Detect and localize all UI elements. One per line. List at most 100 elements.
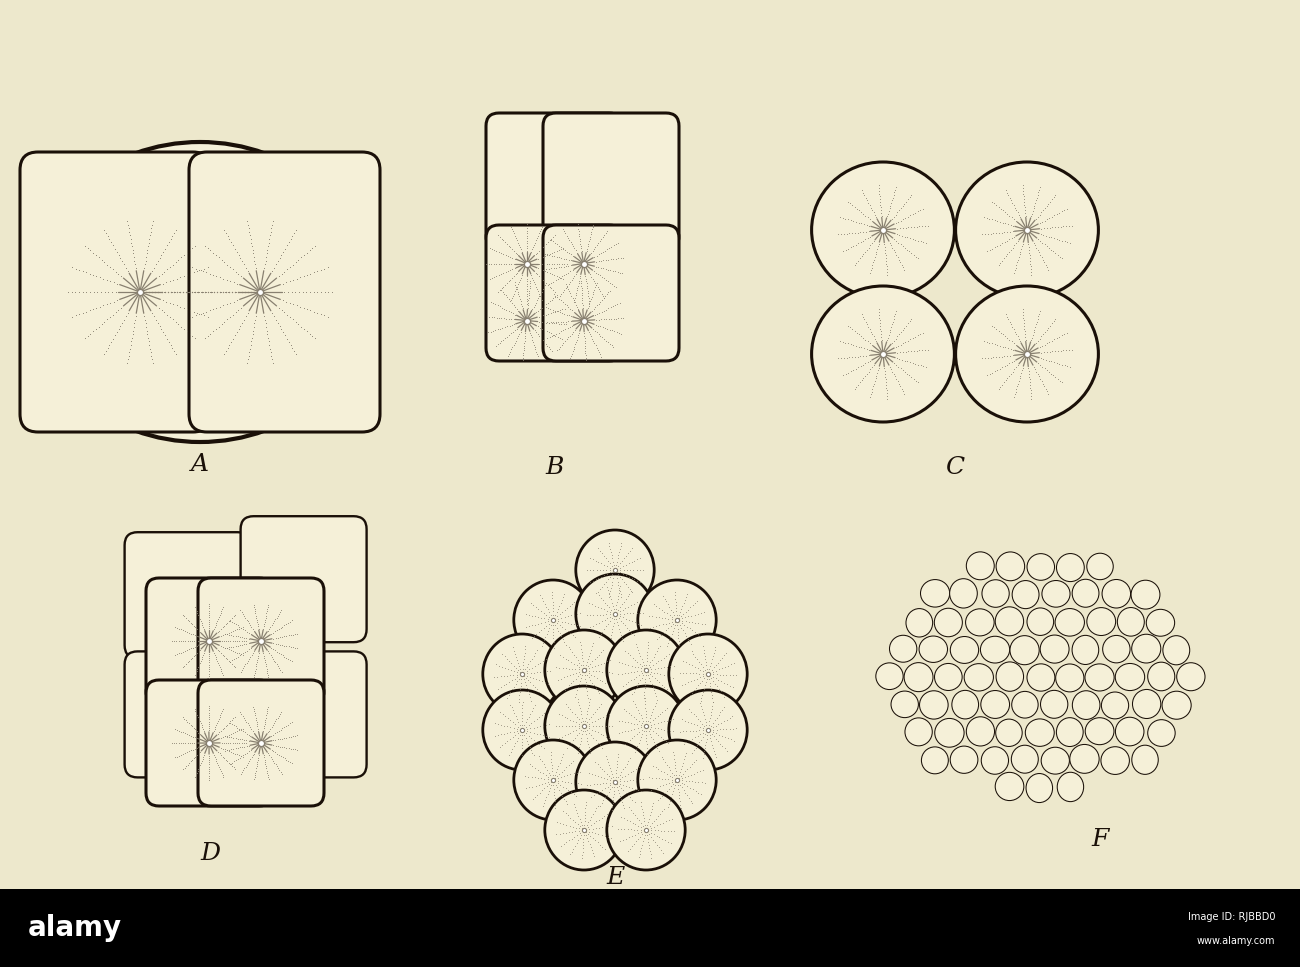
Text: Image ID: RJBBD0: Image ID: RJBBD0 xyxy=(1187,912,1275,922)
Ellipse shape xyxy=(1102,635,1130,662)
Ellipse shape xyxy=(514,740,593,820)
Ellipse shape xyxy=(482,690,562,770)
Ellipse shape xyxy=(576,574,654,654)
Ellipse shape xyxy=(1101,692,1128,718)
FancyBboxPatch shape xyxy=(146,578,272,704)
Ellipse shape xyxy=(1027,664,1054,691)
Ellipse shape xyxy=(903,662,933,691)
Ellipse shape xyxy=(1011,746,1039,774)
Ellipse shape xyxy=(891,691,918,718)
Text: B: B xyxy=(546,455,564,479)
Ellipse shape xyxy=(935,663,962,690)
Ellipse shape xyxy=(935,608,962,636)
Ellipse shape xyxy=(1115,663,1145,690)
FancyBboxPatch shape xyxy=(198,578,324,704)
Ellipse shape xyxy=(996,607,1023,636)
Ellipse shape xyxy=(1118,607,1144,636)
Ellipse shape xyxy=(1148,662,1175,690)
FancyBboxPatch shape xyxy=(543,225,679,361)
Ellipse shape xyxy=(576,742,654,822)
Ellipse shape xyxy=(607,686,685,766)
Ellipse shape xyxy=(906,608,932,637)
FancyBboxPatch shape xyxy=(125,532,251,659)
Ellipse shape xyxy=(956,162,1098,298)
Ellipse shape xyxy=(1086,718,1114,745)
Ellipse shape xyxy=(811,162,954,298)
Ellipse shape xyxy=(1041,580,1070,607)
FancyBboxPatch shape xyxy=(125,652,251,777)
Ellipse shape xyxy=(956,286,1098,422)
FancyBboxPatch shape xyxy=(188,152,380,432)
Ellipse shape xyxy=(1010,635,1039,664)
Ellipse shape xyxy=(1148,719,1175,747)
Ellipse shape xyxy=(1026,774,1053,803)
Ellipse shape xyxy=(935,718,965,747)
Ellipse shape xyxy=(1132,634,1161,663)
Ellipse shape xyxy=(996,719,1022,747)
Ellipse shape xyxy=(1087,553,1113,579)
Ellipse shape xyxy=(980,690,1010,718)
Ellipse shape xyxy=(982,580,1009,607)
Ellipse shape xyxy=(919,690,948,719)
Ellipse shape xyxy=(889,635,916,662)
Ellipse shape xyxy=(607,630,685,710)
Ellipse shape xyxy=(1102,579,1131,608)
Text: www.alamy.com: www.alamy.com xyxy=(1196,936,1275,946)
Ellipse shape xyxy=(1131,580,1160,609)
FancyBboxPatch shape xyxy=(486,113,621,249)
Text: D: D xyxy=(200,842,220,865)
Ellipse shape xyxy=(965,663,993,691)
Ellipse shape xyxy=(1132,746,1158,775)
Ellipse shape xyxy=(482,634,562,714)
Ellipse shape xyxy=(1087,607,1115,635)
Ellipse shape xyxy=(1132,689,1161,718)
Ellipse shape xyxy=(545,790,623,870)
Ellipse shape xyxy=(1072,690,1100,719)
Ellipse shape xyxy=(1013,580,1039,608)
Ellipse shape xyxy=(668,634,748,714)
Ellipse shape xyxy=(1115,718,1144,746)
FancyBboxPatch shape xyxy=(240,516,367,642)
Ellipse shape xyxy=(638,580,716,660)
Ellipse shape xyxy=(545,630,623,710)
Ellipse shape xyxy=(1101,747,1130,775)
Ellipse shape xyxy=(966,609,994,636)
Ellipse shape xyxy=(1057,718,1083,747)
Ellipse shape xyxy=(514,580,593,660)
Ellipse shape xyxy=(607,790,685,870)
Ellipse shape xyxy=(576,530,654,610)
Ellipse shape xyxy=(30,142,370,442)
FancyBboxPatch shape xyxy=(146,680,272,806)
Text: E: E xyxy=(606,865,624,889)
Ellipse shape xyxy=(876,662,903,689)
Ellipse shape xyxy=(1027,554,1054,580)
Ellipse shape xyxy=(1011,691,1039,718)
Ellipse shape xyxy=(949,578,978,608)
FancyBboxPatch shape xyxy=(0,889,1300,967)
FancyBboxPatch shape xyxy=(20,152,211,432)
Ellipse shape xyxy=(905,718,932,746)
Ellipse shape xyxy=(1057,553,1084,581)
FancyBboxPatch shape xyxy=(486,225,621,361)
Ellipse shape xyxy=(1040,690,1067,718)
Ellipse shape xyxy=(922,747,948,774)
Text: C: C xyxy=(945,455,965,479)
FancyBboxPatch shape xyxy=(543,113,679,249)
Ellipse shape xyxy=(1176,662,1205,690)
Ellipse shape xyxy=(545,686,623,766)
FancyBboxPatch shape xyxy=(240,652,367,777)
Ellipse shape xyxy=(668,690,748,770)
Ellipse shape xyxy=(1072,635,1098,664)
Ellipse shape xyxy=(1072,579,1098,607)
Ellipse shape xyxy=(966,552,994,580)
Ellipse shape xyxy=(996,773,1024,801)
Ellipse shape xyxy=(1057,773,1084,802)
Ellipse shape xyxy=(811,286,954,422)
Ellipse shape xyxy=(952,690,979,718)
Ellipse shape xyxy=(919,636,948,662)
FancyBboxPatch shape xyxy=(198,680,324,806)
Ellipse shape xyxy=(1026,718,1054,747)
Ellipse shape xyxy=(1086,664,1114,691)
Ellipse shape xyxy=(1147,609,1175,636)
Ellipse shape xyxy=(638,740,716,820)
